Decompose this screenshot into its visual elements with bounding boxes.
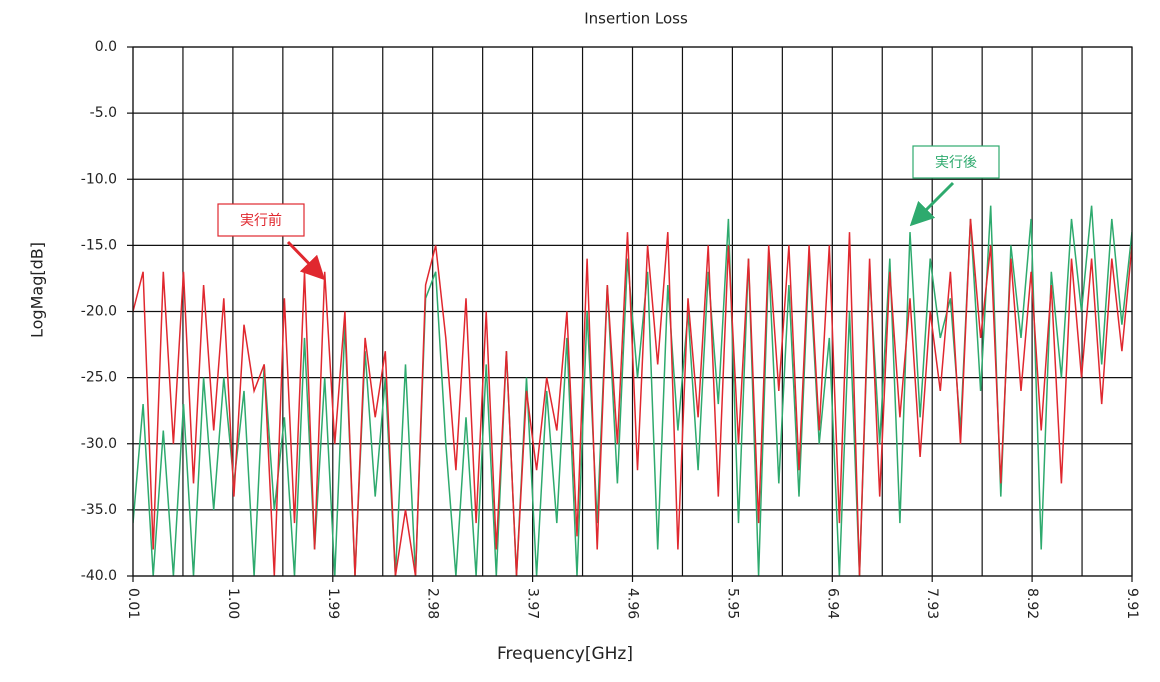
y-tick-label: -5.0: [90, 105, 117, 121]
x-tick-label: 8.92: [1024, 588, 1040, 619]
plot-frame: [132, 46, 1133, 577]
x-axis-label: Frequency[GHz]: [497, 644, 633, 664]
y-tick-label: -20.0: [81, 304, 117, 320]
y-tick-label: -25.0: [81, 370, 117, 386]
x-tick-label: 2.98: [425, 588, 441, 619]
y-tick-label: -30.0: [81, 436, 117, 452]
annotation-arrow: [909, 181, 955, 227]
y-tick-label: -10.0: [81, 171, 117, 187]
y-axis-label: LogMag[dB]: [28, 242, 47, 338]
x-tick-label: 1.99: [325, 588, 341, 619]
x-tick-label: 5.95: [724, 588, 740, 619]
y-tick-label: 0.0: [95, 39, 117, 55]
annotation-text: 実行前: [240, 212, 282, 229]
y-tick-label: -15.0: [81, 237, 117, 253]
y-tick-label: -35.0: [81, 502, 117, 518]
chart-title: Insertion Loss: [584, 10, 688, 28]
x-tick-label: 7.93: [924, 588, 940, 619]
annotation-box: [912, 145, 1000, 179]
x-tick-label: 4.96: [625, 588, 641, 619]
x-tick-label: 6.94: [824, 588, 840, 619]
annotation-text: 実行後: [935, 155, 977, 171]
x-tick-label: 1.00: [225, 588, 241, 619]
series-line: [133, 218, 1132, 576]
annotation-arrow: [286, 240, 326, 281]
x-tick-label: 3.97: [525, 588, 541, 619]
x-tick-label: 9.91: [1124, 588, 1140, 619]
x-tick-label: 0.01: [125, 588, 141, 619]
annotation-box: [217, 203, 305, 237]
y-tick-label: -40.0: [81, 568, 117, 584]
